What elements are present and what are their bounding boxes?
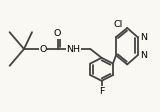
Text: Cl: Cl	[114, 20, 123, 29]
Text: N: N	[140, 51, 147, 60]
Text: N: N	[140, 33, 147, 42]
Text: F: F	[99, 86, 104, 96]
Text: O: O	[40, 44, 47, 54]
Text: O: O	[54, 29, 61, 38]
Text: NH: NH	[67, 44, 81, 54]
